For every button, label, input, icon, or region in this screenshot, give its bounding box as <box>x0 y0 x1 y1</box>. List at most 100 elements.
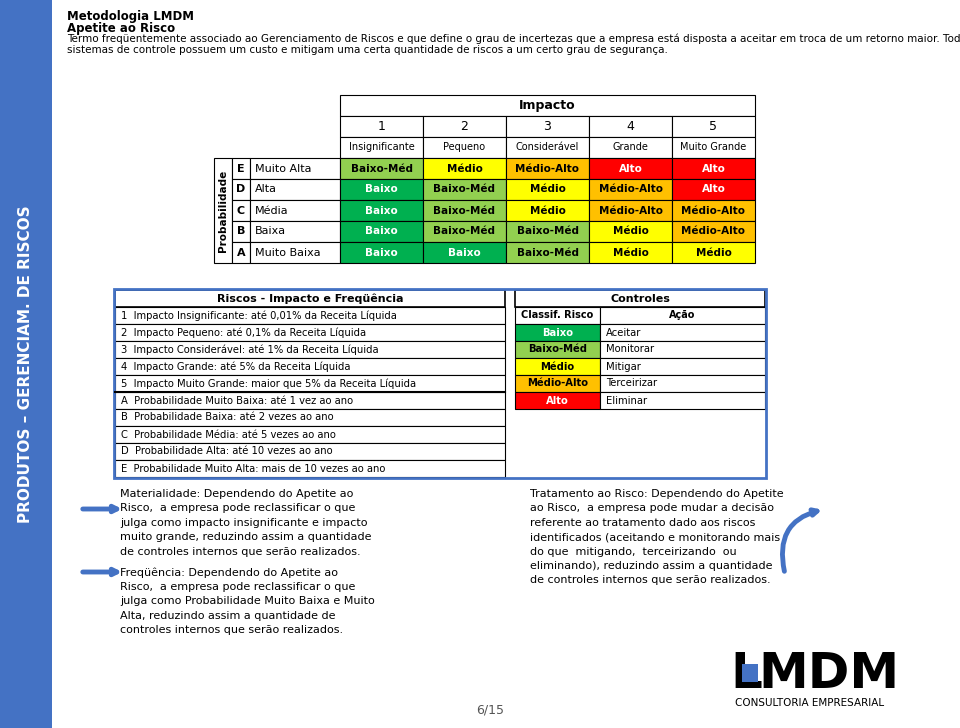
Text: Médio: Médio <box>696 248 732 258</box>
Bar <box>589 242 672 263</box>
Bar <box>115 324 505 341</box>
Text: Considerável: Considerável <box>516 143 579 152</box>
Text: 3: 3 <box>543 120 551 133</box>
Text: Freqüência: Dependendo do Apetite ao
Risco,  a empresa pode reclassificar o que
: Freqüência: Dependendo do Apetite ao Ris… <box>120 567 374 635</box>
Text: 3  Impacto Considerável: até 1% da Receita Líquida: 3 Impacto Considerável: até 1% da Receit… <box>121 344 378 355</box>
Bar <box>672 242 755 263</box>
Bar <box>115 426 505 443</box>
Text: Muito Baixa: Muito Baixa <box>255 248 321 258</box>
Bar <box>515 375 600 392</box>
Bar <box>340 158 423 179</box>
Bar <box>423 242 506 263</box>
Text: Muito Grande: Muito Grande <box>681 143 747 152</box>
Bar <box>515 290 765 307</box>
Bar <box>506 137 589 158</box>
Bar <box>515 392 600 409</box>
Bar <box>115 460 505 477</box>
Bar <box>672 158 755 179</box>
Bar <box>589 200 672 221</box>
Bar <box>589 179 672 200</box>
Bar <box>672 179 755 200</box>
Text: Ação: Ação <box>669 311 696 320</box>
Text: Monitorar: Monitorar <box>606 344 654 355</box>
Text: Alto: Alto <box>546 395 569 405</box>
Bar <box>250 200 340 221</box>
Text: 2: 2 <box>461 120 468 133</box>
Bar <box>250 179 340 200</box>
Text: Insignificante: Insignificante <box>348 143 415 152</box>
Text: A  Probabilidade Muito Baixa: até 1 vez ao ano: A Probabilidade Muito Baixa: até 1 vez a… <box>121 395 353 405</box>
Text: C: C <box>237 205 245 215</box>
Text: Médio: Médio <box>540 362 575 371</box>
Bar <box>506 179 589 200</box>
Text: Baixo: Baixo <box>448 248 481 258</box>
Text: 1: 1 <box>377 120 385 133</box>
Text: Médio-Alto: Médio-Alto <box>527 379 588 389</box>
Text: Impacto: Impacto <box>519 99 576 112</box>
Text: Baixo-Méd: Baixo-Méd <box>516 226 579 237</box>
Text: Baixo-Méd: Baixo-Méd <box>434 226 495 237</box>
Text: Baixa: Baixa <box>255 226 286 237</box>
Text: D  Probabilidade Alta: até 10 vezes ao ano: D Probabilidade Alta: até 10 vezes ao an… <box>121 446 332 456</box>
Text: Médio: Médio <box>612 226 648 237</box>
Text: 5: 5 <box>709 120 717 133</box>
Text: E  Probabilidade Muito Alta: mais de 10 vezes ao ano: E Probabilidade Muito Alta: mais de 10 v… <box>121 464 385 473</box>
Text: 6/15: 6/15 <box>476 703 504 716</box>
Text: Alta: Alta <box>255 184 277 194</box>
Text: Médio: Médio <box>612 248 648 258</box>
Text: Baixo-Méd: Baixo-Méd <box>434 184 495 194</box>
Text: Metodologia LMDM: Metodologia LMDM <box>67 10 194 23</box>
Text: Termo freqüentemente associado ao Gerenciamento de Riscos e que define o grau de: Termo freqüentemente associado ao Gerenc… <box>67 34 960 44</box>
Text: PRODUTOS – GERENCIAM. DE RISCOS: PRODUTOS – GERENCIAM. DE RISCOS <box>18 205 34 523</box>
Bar <box>589 221 672 242</box>
Bar <box>506 221 589 242</box>
Text: Baixo: Baixo <box>365 248 397 258</box>
Bar <box>340 95 755 116</box>
Text: MDM: MDM <box>758 650 900 698</box>
Bar <box>515 341 600 358</box>
Bar <box>672 116 755 137</box>
Bar <box>515 324 600 341</box>
Text: Tratamento ao Risco: Dependendo do Apetite
ao Risco,  a empresa pode mudar a dec: Tratamento ao Risco: Dependendo do Apeti… <box>530 489 783 585</box>
Text: Apetite ao Risco: Apetite ao Risco <box>67 22 175 35</box>
Text: D: D <box>236 184 246 194</box>
Text: E: E <box>237 164 245 173</box>
Text: Eliminar: Eliminar <box>606 395 647 405</box>
Bar <box>506 158 589 179</box>
Text: 5  Impacto Muito Grande: maior que 5% da Receita Líquida: 5 Impacto Muito Grande: maior que 5% da … <box>121 379 416 389</box>
Text: Médio-Alto: Médio-Alto <box>682 205 746 215</box>
Bar <box>250 158 340 179</box>
Text: 4: 4 <box>627 120 635 133</box>
Text: Muito Alta: Muito Alta <box>255 164 311 173</box>
Bar <box>515 307 600 324</box>
Text: Materialidade: Dependendo do Apetite ao
Risco,  a empresa pode reclassificar o q: Materialidade: Dependendo do Apetite ao … <box>120 489 372 557</box>
Bar <box>589 116 672 137</box>
Bar <box>0 0 52 728</box>
Bar <box>506 200 589 221</box>
Text: Alto: Alto <box>702 184 726 194</box>
Bar <box>340 179 423 200</box>
Text: Médio: Médio <box>530 205 565 215</box>
Bar <box>232 242 250 263</box>
Bar <box>114 289 766 478</box>
Text: B: B <box>237 226 245 237</box>
Text: Médio: Médio <box>446 164 483 173</box>
Bar <box>423 116 506 137</box>
Text: Baixo: Baixo <box>542 328 573 338</box>
Text: Médio-Alto: Médio-Alto <box>682 226 746 237</box>
Bar <box>589 158 672 179</box>
Bar <box>600 324 765 341</box>
Text: Pequeno: Pequeno <box>444 143 486 152</box>
Text: Baixo: Baixo <box>365 205 397 215</box>
Bar <box>340 137 423 158</box>
Bar <box>423 137 506 158</box>
Bar <box>115 443 505 460</box>
Bar <box>115 290 505 307</box>
Bar <box>423 158 506 179</box>
Bar <box>423 179 506 200</box>
Bar <box>232 158 250 179</box>
Text: Baixo: Baixo <box>365 226 397 237</box>
Bar <box>506 242 589 263</box>
Text: Alto: Alto <box>618 164 642 173</box>
Text: Mitigar: Mitigar <box>606 362 641 371</box>
